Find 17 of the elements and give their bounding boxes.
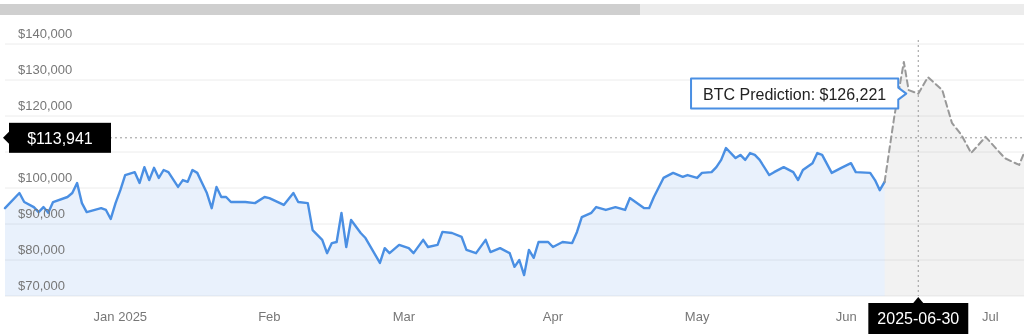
- x-tick-label: Jan 2025: [93, 309, 148, 324]
- y-tick-label: $140,000: [18, 26, 73, 41]
- x-tick-label: Mar: [392, 309, 416, 324]
- x-tick-label: Apr: [542, 309, 564, 324]
- y-tick-label: $90,000: [18, 206, 65, 221]
- y-tick-label: $70,000: [18, 278, 65, 293]
- x-tick-label: Jul: [982, 309, 999, 324]
- x-tick-label: Feb: [258, 309, 281, 324]
- x-tick-label: May: [684, 309, 710, 324]
- x-tick-label: Jun: [835, 309, 857, 324]
- y-tick-label: $130,000: [18, 62, 73, 77]
- y-tick-label: $80,000: [18, 242, 65, 257]
- ref-line-label: 2025-06-30: [877, 310, 960, 327]
- y-tick-label: $100,000: [18, 170, 73, 185]
- ref-line-label: $113,941: [27, 129, 93, 147]
- y-tick-label: $120,000: [18, 98, 73, 113]
- annotation: BTC Prediction: $126,221: [703, 85, 887, 103]
